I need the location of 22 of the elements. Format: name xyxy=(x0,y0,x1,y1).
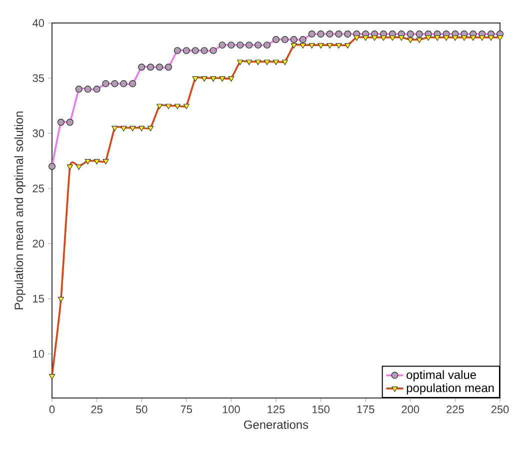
legend-label: population mean xyxy=(406,383,494,395)
x-tick-label: 225 xyxy=(446,406,464,414)
y-tick-label: 30 xyxy=(32,129,44,138)
legend-label: optimal value xyxy=(406,370,476,382)
x-tick-label: 150 xyxy=(312,406,330,414)
y-tick-label: 35 xyxy=(32,74,44,82)
y-tick-label: 20 xyxy=(32,240,44,248)
x-tick-label: 100 xyxy=(222,406,240,414)
x-tick-label: 0 xyxy=(49,406,55,414)
y-tick-label: 15 xyxy=(33,294,44,303)
y-axis-title: Population mean and optimal solution xyxy=(14,112,26,310)
x-tick-label: 125 xyxy=(268,406,285,414)
y-tick-label: 10 xyxy=(33,350,44,358)
x-tick-label: 50 xyxy=(136,406,148,414)
x-tick-label: 75 xyxy=(180,406,192,414)
x-tick-label: 250 xyxy=(491,406,509,414)
y-tick-label: 40 xyxy=(32,19,44,27)
x-tick-label: 175 xyxy=(357,406,374,414)
y-tick-label: 25 xyxy=(32,184,44,192)
x-tick-label: 25 xyxy=(91,406,102,414)
x-axis-title: Generations xyxy=(244,420,308,429)
x-tick-label: 200 xyxy=(402,406,420,414)
